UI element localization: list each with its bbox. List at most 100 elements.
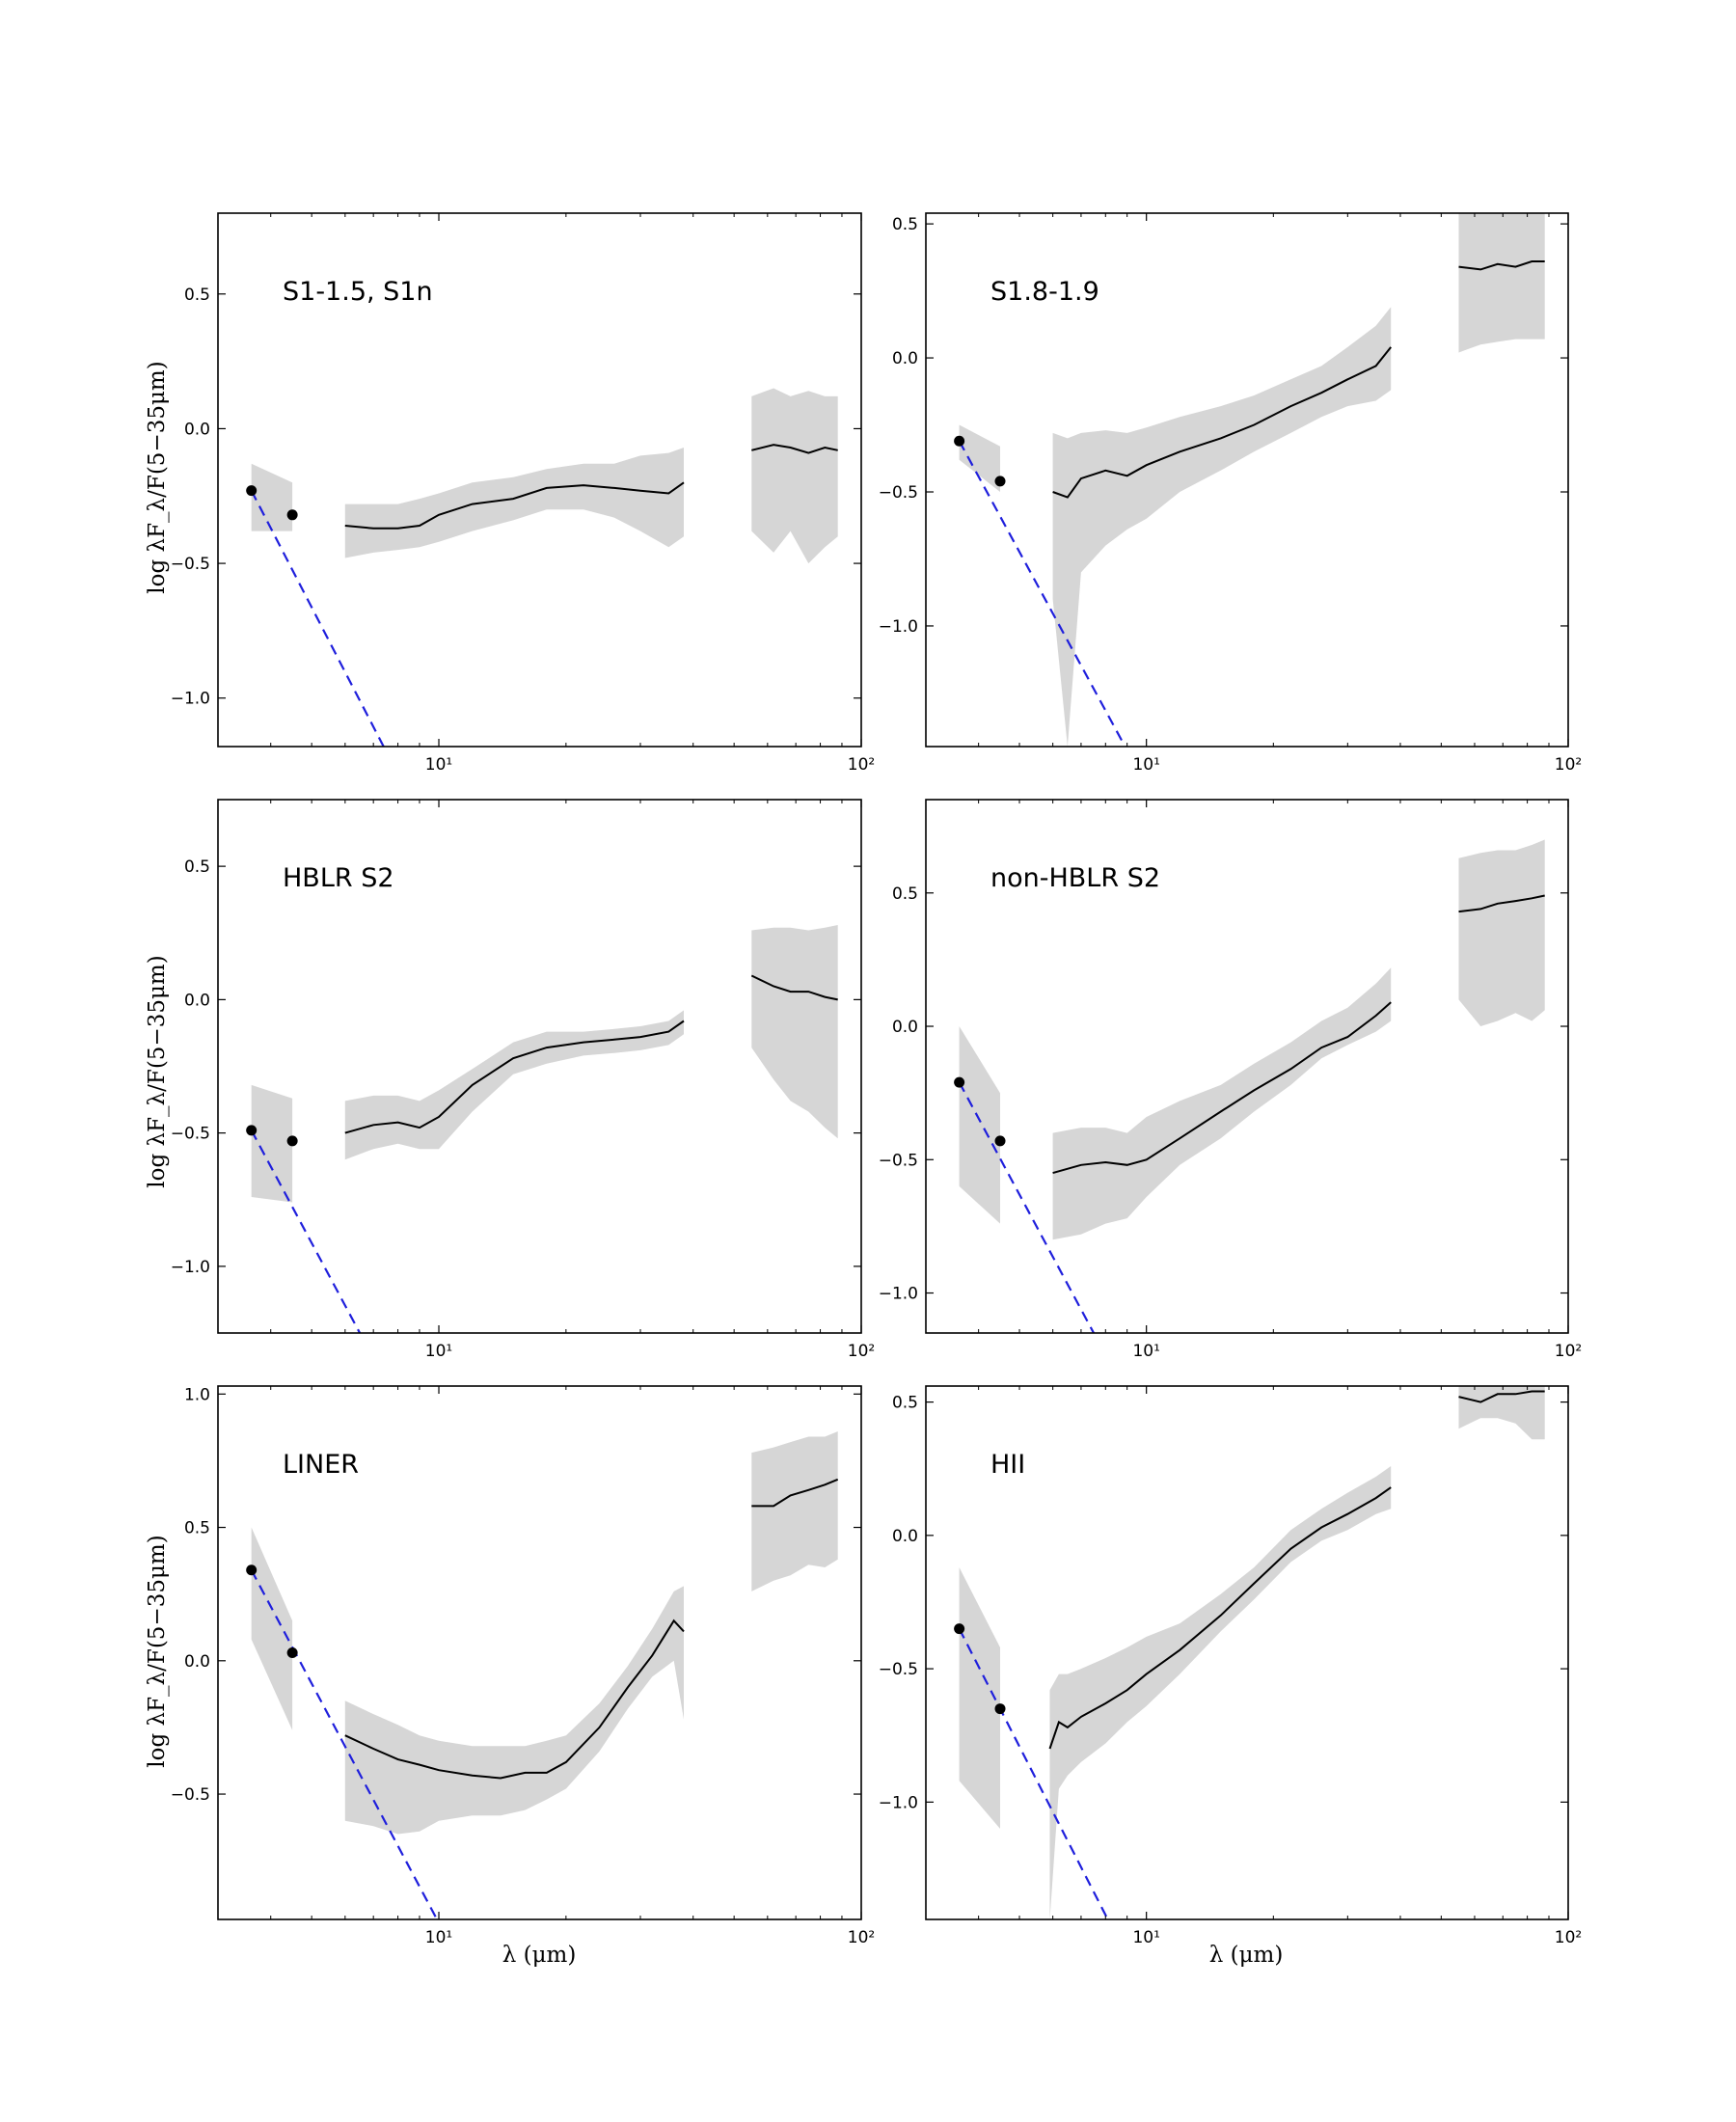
fir-spectrum-line — [751, 444, 838, 454]
panel-title: S1-1.5, S1n — [283, 277, 433, 307]
fir-uncertainty-band — [1458, 839, 1545, 1026]
y-tick-label: 0.5 — [892, 1394, 918, 1413]
mir-spectrum-line — [344, 481, 685, 530]
photometry-point — [994, 1135, 1006, 1147]
powerlaw-dashed-line — [958, 1081, 1096, 1333]
x-tick-label: 10² — [848, 1928, 875, 1947]
panel-frame — [925, 212, 1569, 748]
powerlaw-dashed-line — [250, 1569, 439, 1919]
y-tick-label: −1.0 — [879, 1285, 918, 1304]
plot-area — [246, 388, 838, 747]
y-tick-label: 0.0 — [184, 991, 210, 1010]
x-tick-label: 10¹ — [1132, 1928, 1159, 1947]
fir-uncertainty-band — [751, 925, 838, 1139]
y-tick-label: −0.5 — [879, 1660, 918, 1679]
mir-spectrum-line — [344, 1619, 685, 1780]
mir-spectrum-line — [1048, 1486, 1392, 1750]
mir-spectrum-line — [344, 1020, 685, 1134]
photometry-point — [954, 1623, 965, 1635]
x-tick-label: 10² — [1555, 1342, 1582, 1361]
y-tick-label: −0.5 — [171, 1785, 210, 1805]
mir-uncertainty-band — [344, 448, 684, 558]
y-tick-label: −0.5 — [879, 1151, 918, 1170]
y-tick-label: 0.0 — [892, 1018, 918, 1037]
photometry-point — [286, 1647, 298, 1658]
fir-spectrum-line — [751, 1478, 839, 1508]
powerlaw-dashed-line — [250, 490, 385, 747]
photometry-point — [954, 1076, 965, 1088]
panel-3: −1.0 −0.5 0.0 0.5 10¹ 10² HBLR S2 — [171, 799, 875, 1361]
mir-uncertainty-band — [1049, 1466, 1392, 1919]
y-tick-label: −0.5 — [171, 555, 210, 574]
panel-frame — [925, 799, 1569, 1334]
powerlaw-dashed-line — [958, 440, 1126, 747]
x-tick-label: 10² — [848, 755, 875, 775]
panel-title: S1.8-1.9 — [990, 277, 1099, 307]
y-tick-label: −0.5 — [171, 1125, 210, 1144]
photometry-point — [994, 476, 1006, 487]
x-tick-label: 10¹ — [425, 755, 452, 775]
mir-spectrum-line — [1052, 1001, 1392, 1175]
y-tick-label: 0.0 — [184, 420, 210, 439]
fir-spectrum-line — [1458, 1390, 1545, 1403]
x-tick-label: 10¹ — [425, 1342, 452, 1361]
photometry-point — [286, 509, 298, 521]
y-tick-label: 0.0 — [892, 349, 918, 368]
nir-uncertainty-band — [959, 1026, 1000, 1224]
nir-uncertainty-band — [251, 463, 293, 531]
x-axis-label-right: λ (μm) — [1209, 1943, 1284, 1968]
y-tick-label: −1.0 — [171, 690, 210, 709]
mir-uncertainty-band — [344, 1586, 684, 1835]
panel-5: −0.5 0.0 0.5 1.0 10¹ 10² LINER — [171, 1385, 875, 1947]
panel-title: HBLR S2 — [283, 863, 394, 893]
y-tick-label: 0.5 — [892, 884, 918, 904]
panel-4: −1.0 −0.5 0.0 0.5 10¹ 10² non-HBLR S2 — [879, 799, 1582, 1361]
panel-6: −1.0 −0.5 0.0 0.5 10¹ 10² HII — [879, 1385, 1582, 1947]
nir-uncertainty-band — [251, 1527, 293, 1730]
fir-spectrum-line — [1458, 260, 1545, 271]
x-tick-label: 10² — [1555, 755, 1582, 775]
y-tick-label: −1.0 — [879, 617, 918, 637]
plot-area — [954, 1386, 1545, 1919]
panel-frame — [925, 1385, 1569, 1920]
x-tick-label: 10¹ — [1132, 755, 1159, 775]
panel-title: non-HBLR S2 — [990, 863, 1160, 893]
mir-uncertainty-band — [1052, 967, 1392, 1240]
fir-spectrum-line — [1458, 894, 1545, 913]
y-tick-label: 0.5 — [184, 857, 210, 877]
panel-frame — [217, 799, 862, 1334]
mir-spectrum-line — [1052, 346, 1392, 499]
x-tick-label: 10² — [848, 1342, 875, 1361]
panel-1: −1.0 −0.5 0.0 0.5 10¹ 10² S1-1.5, S1n — [171, 212, 875, 775]
plot-area — [954, 839, 1545, 1333]
photometry-point — [286, 1135, 298, 1147]
x-axis-label-left: λ (μm) — [502, 1943, 577, 1968]
panel-2: −1.0 −0.5 0.0 0.5 10¹ 10² S1.8-1.9 — [879, 212, 1582, 775]
x-tick-label: 10¹ — [1132, 1342, 1159, 1361]
y-axis-label-top: log λF_λ/F(5−35μm) — [145, 361, 170, 593]
nir-uncertainty-band — [251, 1084, 293, 1203]
panel-title: LINER — [283, 1450, 359, 1480]
nir-uncertainty-band — [959, 424, 1000, 492]
y-axis-label-bottom: log λF_λ/F(5−35μm) — [145, 1535, 170, 1767]
powerlaw-dashed-line — [250, 1129, 362, 1333]
y-tick-label: −1.0 — [171, 1258, 210, 1277]
y-tick-label: 0.5 — [184, 1519, 210, 1538]
mir-uncertainty-band — [344, 1010, 684, 1160]
powerlaw-dashed-line — [958, 1628, 1109, 1919]
nir-uncertainty-band — [959, 1567, 1000, 1829]
fir-spectrum-line — [750, 974, 838, 1001]
panel-frame — [217, 212, 862, 748]
y-tick-label: 0.5 — [184, 286, 210, 305]
photometry-point — [246, 1564, 258, 1576]
panel-frame — [217, 1385, 862, 1920]
y-tick-label: −0.5 — [879, 483, 918, 503]
y-axis-label-middle: log λF_λ/F(5−35μm) — [145, 955, 170, 1187]
y-tick-label: 0.0 — [184, 1652, 210, 1672]
fir-uncertainty-band — [1458, 213, 1545, 353]
plot-area — [954, 213, 1545, 747]
photometry-point — [994, 1703, 1006, 1715]
panel-title: HII — [990, 1450, 1025, 1480]
x-tick-label: 10² — [1555, 1928, 1582, 1947]
